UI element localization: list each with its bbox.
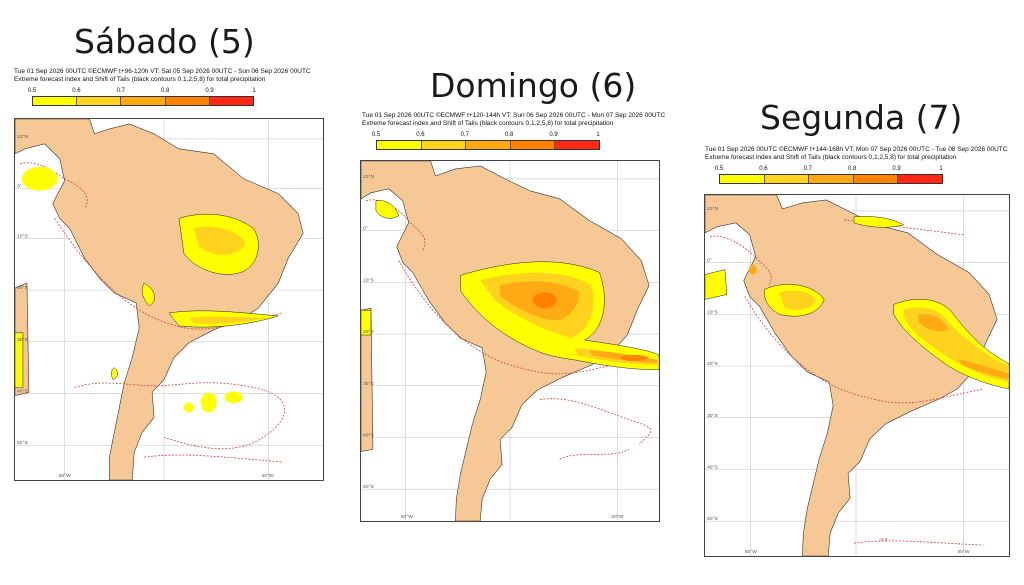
colorbar-label: 0.5	[371, 132, 381, 138]
lat-label: 10°N	[363, 174, 375, 180]
colorbar	[32, 96, 254, 106]
colorbar-swatch	[421, 141, 467, 149]
lon-label: 40°W	[261, 473, 274, 479]
forecast-header-line2: Extreme forecast index and Shift of Tail…	[705, 153, 957, 161]
forecast-panel-sunday: Tue 01 Sep 2026 00UTC ©ECMWF t+120-144h …	[362, 112, 665, 127]
land-south-america	[361, 161, 650, 521]
map-monday: 10°N 0° 10°S 20°S 30°S 40°S 50°S 60°W 40…	[704, 194, 1010, 557]
panel-title-sunday: Domingo (6)	[430, 66, 637, 105]
colorbar	[376, 140, 600, 150]
colorbar-swatch	[720, 175, 765, 183]
lat-label: 40°S	[17, 388, 29, 394]
forecast-header-line2: Extreme forecast index and Shift of Tail…	[14, 75, 266, 83]
colorbar-labels: 0.5 0.6 0.7 0.8 0.9 1	[372, 132, 600, 140]
lat-label: 10°N	[17, 134, 29, 140]
colorbar-label: 0.8	[505, 132, 514, 138]
forecast-header-line1: Tue 01 Sep 2026 00UTC ©ECMWF t+144-168h …	[705, 146, 1008, 153]
lon-label: 60°W	[59, 473, 72, 479]
lat-label: 10°S	[363, 277, 375, 283]
lon-label: 40°W	[611, 514, 624, 520]
colorbar-swatch	[510, 141, 556, 149]
lon-label: 60°W	[745, 549, 758, 555]
colorbar-labels: 0.5 0.6 0.7 0.8 0.9 1	[715, 166, 943, 174]
colorbar-label: 1	[596, 132, 600, 138]
colorbar-label: 1	[252, 88, 256, 94]
forecast-header-line2: Extreme forecast index and Shift of Tail…	[362, 119, 614, 127]
colorbar-label: 0.5	[27, 88, 37, 94]
lat-label: 50°S	[707, 516, 719, 522]
colorbar-label: 0.9	[205, 88, 214, 94]
panel-title-monday: Segunda (7)	[760, 98, 963, 137]
contour-label: -0.3	[879, 537, 888, 543]
colorbar-labels: 0.5 0.6 0.7 0.8 0.9 1	[28, 88, 256, 96]
colorbar-swatch	[809, 175, 854, 183]
colorbar-swatch	[33, 97, 78, 105]
lat-label: 50°S	[17, 440, 29, 446]
lon-label: 60°W	[401, 514, 414, 520]
lat-label: 0°	[707, 258, 712, 264]
forecast-header-line1: Tue 01 Sep 2026 00UTC ©ECMWF t+96-120h V…	[14, 68, 311, 75]
colorbar-swatch	[555, 141, 599, 149]
lat-label: 40°S	[363, 432, 375, 438]
lat-label: 0°	[17, 184, 22, 190]
colorbar-swatch	[209, 97, 254, 105]
lat-label: 20°S	[363, 329, 375, 335]
map-saturday: 10°N 0° 10°S 20°S 30°S 40°S 50°S 60°W 40…	[14, 118, 324, 481]
land-south-america	[705, 195, 998, 556]
colorbar-label: 0.6	[72, 88, 81, 94]
colorbar-swatch	[121, 97, 166, 105]
lat-label: 10°N	[707, 206, 719, 212]
colorbar-label: 0.5	[714, 166, 724, 172]
lat-label: 10°S	[707, 309, 719, 315]
lat-label: 30°S	[707, 413, 719, 419]
colorbar-label: 0.9	[892, 166, 901, 172]
land-south-america	[15, 119, 304, 480]
lat-label: 30°S	[17, 337, 29, 343]
colorbar-label: 0.6	[416, 132, 425, 138]
map-sunday: 10°N 0° 10°S 20°S 30°S 40°S 50°S 60°W 40…	[360, 160, 660, 522]
colorbar-swatch	[165, 97, 210, 105]
colorbar-swatch	[377, 141, 422, 149]
lat-label: 10°S	[17, 233, 29, 239]
colorbar	[719, 174, 943, 184]
lat-label: 30°S	[363, 381, 375, 387]
colorbar-label: 0.9	[549, 132, 558, 138]
colorbar-swatch	[77, 97, 122, 105]
colorbar-swatch	[764, 175, 810, 183]
lat-label: 0°	[363, 226, 368, 232]
colorbar-label: 0.8	[161, 88, 170, 94]
lat-label: 50°S	[363, 484, 375, 490]
colorbar-swatch	[466, 141, 511, 149]
colorbar-swatch	[898, 175, 942, 183]
colorbar-label: 0.7	[803, 166, 812, 172]
forecast-panel-monday: Tue 01 Sep 2026 00UTC ©ECMWF t+144-168h …	[705, 146, 1007, 161]
colorbar-label: 0.8	[848, 166, 857, 172]
colorbar-label: 1	[939, 166, 943, 172]
lat-label: 20°S	[707, 361, 719, 367]
lat-label: 40°S	[707, 464, 719, 470]
colorbar-label: 0.7	[116, 88, 125, 94]
lat-label: 20°S	[17, 285, 29, 291]
panel-title-saturday: Sábado (5)	[74, 22, 255, 61]
colorbar-label: 0.7	[460, 132, 469, 138]
forecast-header-line1: Tue 01 Sep 2026 00UTC ©ECMWF t+120-144h …	[362, 112, 666, 119]
colorbar-swatch	[853, 175, 899, 183]
forecast-panel-saturday: Tue 01 Sep 2026 00UTC ©ECMWF t+96-120h V…	[14, 68, 311, 83]
colorbar-label: 0.6	[759, 166, 768, 172]
lon-label: 40°W	[957, 549, 970, 555]
